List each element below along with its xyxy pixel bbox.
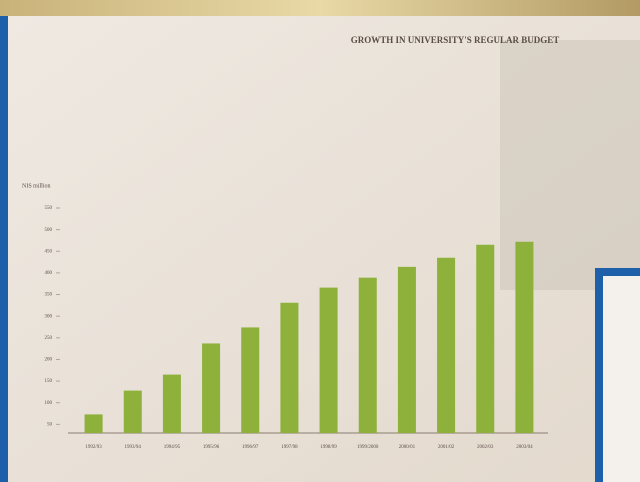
- bar: [280, 303, 298, 433]
- bar: [359, 278, 377, 433]
- x-tick-label: 1997/98: [281, 445, 298, 450]
- x-tick-label: 1998/99: [320, 445, 337, 450]
- bar: [163, 375, 181, 433]
- chart: GROWTH IN UNIVERSITY'S REGULAR BUDGET NI…: [0, 0, 640, 482]
- bar: [241, 327, 259, 433]
- x-tick-label: 2003/04: [516, 445, 533, 450]
- bar: [202, 343, 220, 433]
- y-tick-label: 400: [45, 271, 53, 276]
- inset-box: [603, 276, 640, 482]
- y-tick-label: 300: [45, 314, 53, 319]
- bar: [437, 258, 455, 433]
- y-tick-label: 450: [45, 249, 53, 254]
- bar: [398, 267, 416, 433]
- bar: [320, 288, 338, 433]
- chart-title: GROWTH IN UNIVERSITY'S REGULAR BUDGET: [351, 35, 560, 45]
- bar: [85, 414, 103, 433]
- y-tick-label: 550: [45, 206, 53, 211]
- x-tick-label: 1999/2000: [357, 445, 379, 450]
- top-strip: [0, 0, 640, 16]
- x-tick-label: 1994/95: [164, 445, 181, 450]
- y-tick-label: 250: [45, 336, 53, 341]
- x-tick-label: 2002/03: [477, 445, 494, 450]
- y-tick-label: 350: [45, 293, 53, 298]
- bar: [124, 391, 142, 433]
- x-tick-label: 2000/01: [399, 445, 416, 450]
- bar: [515, 242, 533, 433]
- x-tick-label: 1992/93: [85, 445, 102, 450]
- x-tick-label: 1993/94: [125, 445, 142, 450]
- y-tick-label: 200: [45, 358, 53, 363]
- y-tick-label: 50: [47, 422, 53, 427]
- y-tick-label: 150: [45, 379, 53, 384]
- y-tick-label: 500: [45, 228, 53, 233]
- y-tick-label: 100: [45, 401, 53, 406]
- y-axis-label: NIS million: [22, 183, 51, 189]
- bar: [476, 245, 494, 433]
- x-tick-label: 1996/97: [242, 445, 259, 450]
- x-tick-label: 2001/02: [438, 445, 455, 450]
- x-tick-label: 1995/96: [203, 445, 220, 450]
